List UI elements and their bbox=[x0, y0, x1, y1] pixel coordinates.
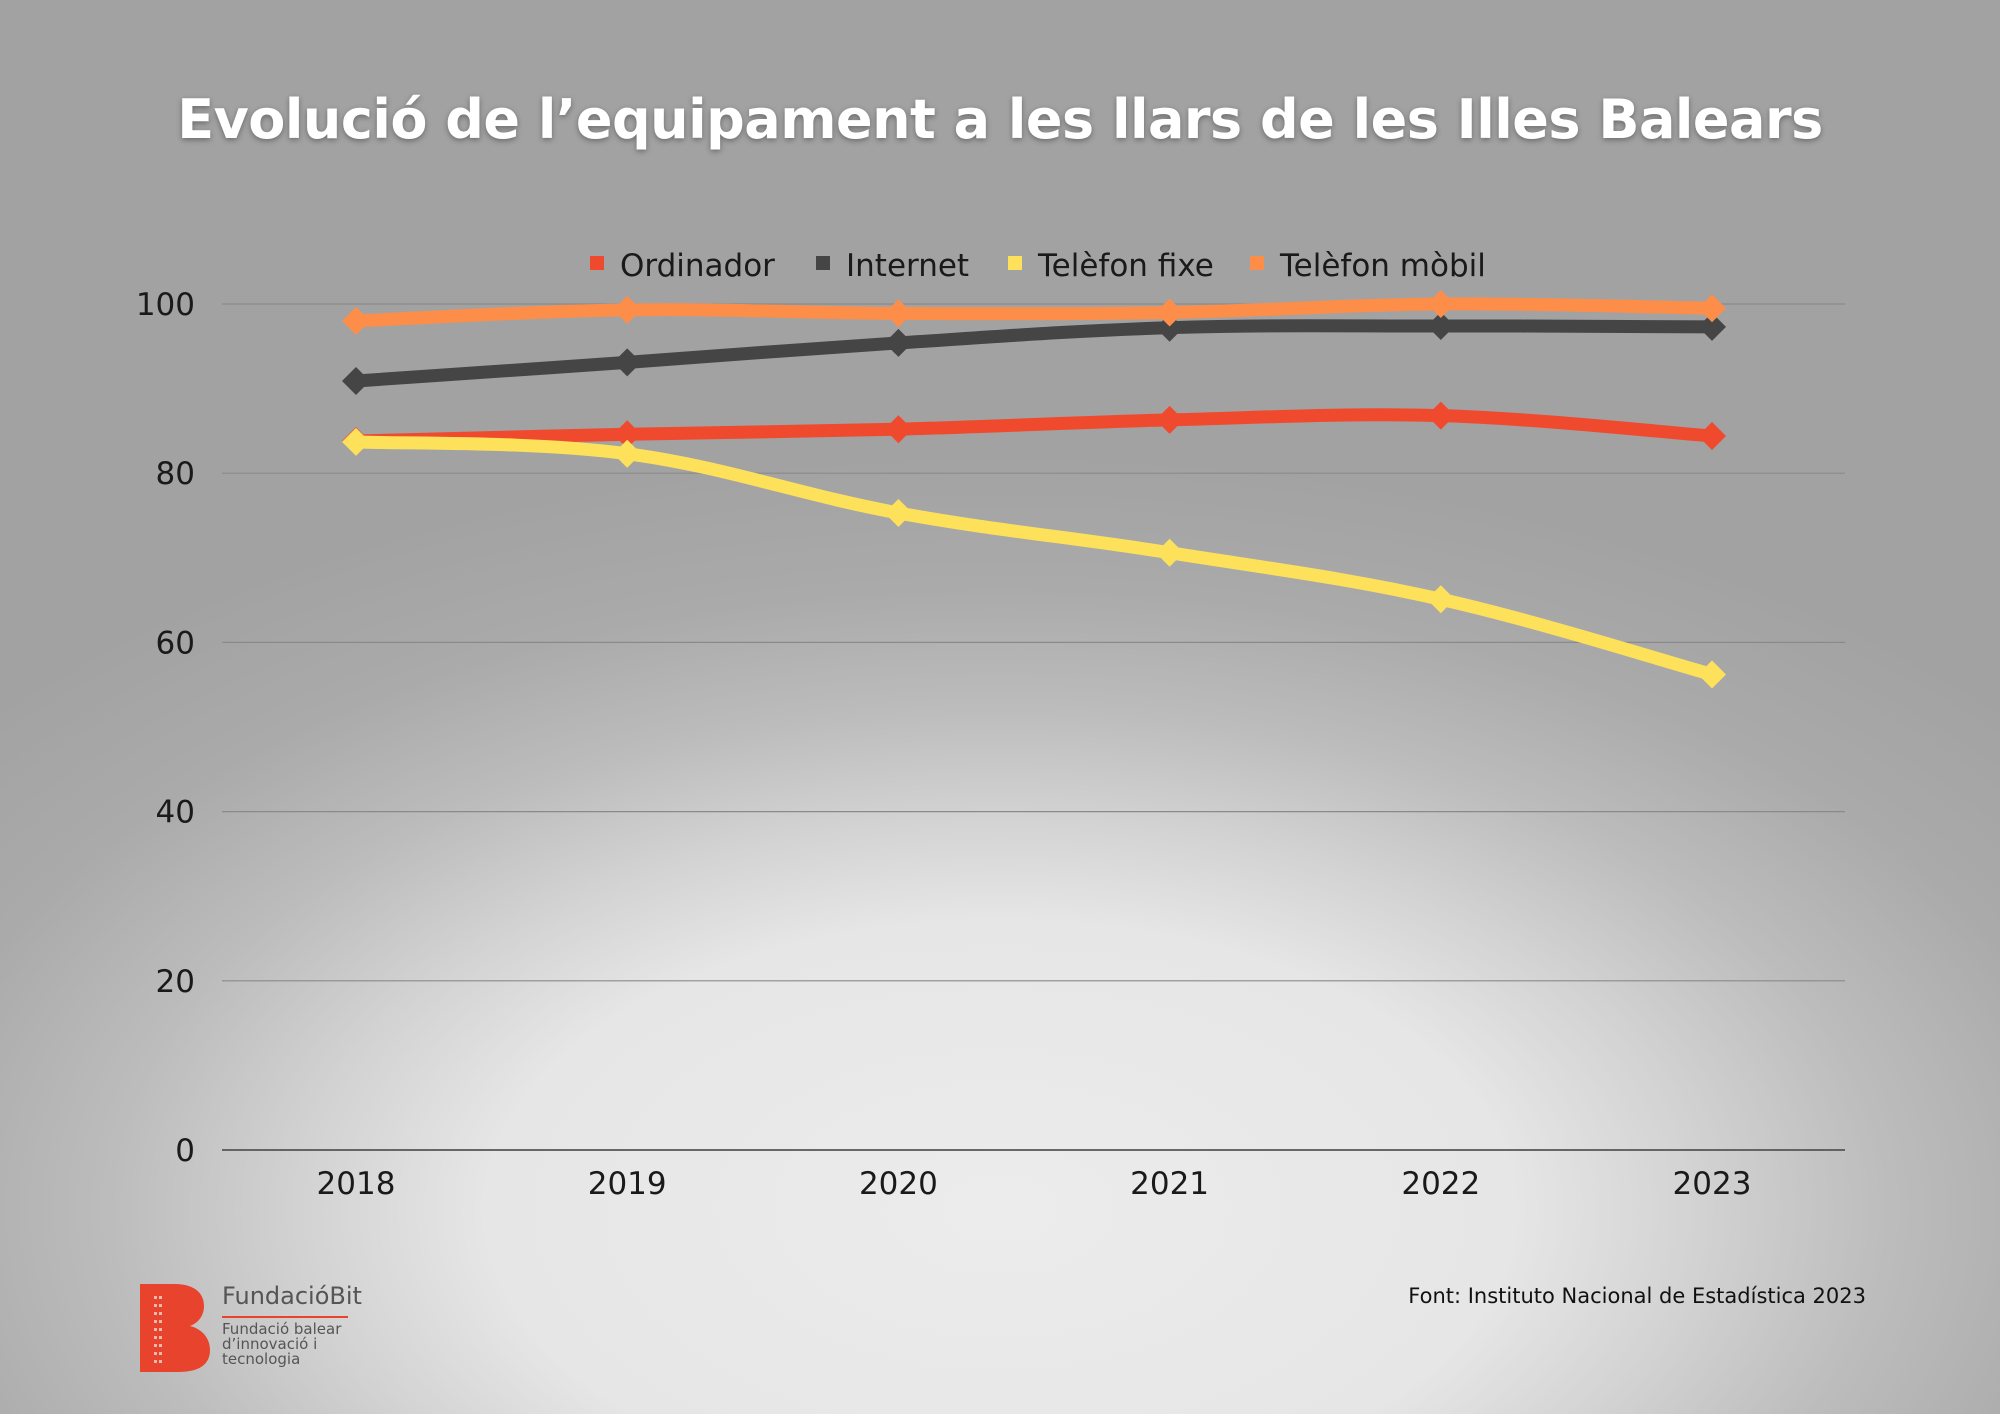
fundaciobit-logo: FundacióBit Fundació balear d’innovació … bbox=[140, 1282, 380, 1374]
data-point-marker bbox=[884, 498, 913, 527]
series-line bbox=[349, 408, 1719, 448]
x-tick-label: 2019 bbox=[588, 1166, 667, 1202]
x-tick-label: 2023 bbox=[1673, 1166, 1752, 1202]
y-tick-label: 20 bbox=[156, 964, 195, 1000]
series-line bbox=[349, 319, 1719, 388]
data-point-marker bbox=[342, 306, 370, 335]
legend-swatch bbox=[1250, 256, 1264, 270]
legend: Ordinador Internet Telèfon fixe Telèfon mòb… bbox=[590, 248, 1486, 284]
logo-subtitle: Fundació balear d’innovació i tecnologia bbox=[222, 1320, 342, 1368]
data-point-marker bbox=[1426, 585, 1455, 614]
data-point-marker bbox=[1698, 294, 1726, 323]
y-tick-label: 0 bbox=[175, 1133, 195, 1169]
data-point-marker bbox=[1426, 311, 1455, 340]
y-tick-label: 100 bbox=[136, 287, 195, 323]
x-tick-label: 2021 bbox=[1130, 1166, 1209, 1202]
data-point-marker bbox=[884, 415, 913, 444]
data-point-marker bbox=[1698, 312, 1726, 341]
data-point-marker bbox=[1155, 405, 1184, 434]
legend-label: Internet bbox=[846, 248, 969, 284]
data-point-marker bbox=[1155, 313, 1184, 342]
legend-swatch bbox=[590, 256, 604, 270]
x-tick-label: 2020 bbox=[859, 1166, 938, 1202]
series-3 bbox=[342, 290, 1726, 335]
series-1 bbox=[342, 311, 1726, 395]
legend-swatch bbox=[816, 256, 830, 270]
series-2 bbox=[342, 427, 1726, 689]
data-point-marker bbox=[884, 328, 913, 357]
legend-label: Ordinador bbox=[620, 248, 775, 284]
y-tick-label: 40 bbox=[156, 795, 195, 831]
data-point-marker bbox=[884, 299, 913, 328]
legend-swatch bbox=[1008, 256, 1022, 270]
x-tick-label: 2022 bbox=[1401, 1166, 1480, 1202]
data-point-marker bbox=[1426, 401, 1455, 430]
data-point-marker bbox=[342, 427, 370, 456]
data-point-marker bbox=[1155, 298, 1184, 327]
y-tick-label: 80 bbox=[156, 456, 195, 492]
x-tick-label: 2018 bbox=[317, 1166, 396, 1202]
source-note: Font: Instituto Nacional de Estadística … bbox=[1408, 1284, 1866, 1308]
data-point-marker bbox=[613, 420, 642, 449]
logo-name: FundacióBit bbox=[222, 1282, 362, 1310]
series-line bbox=[349, 435, 1719, 682]
data-point-marker bbox=[342, 366, 370, 395]
data-point-marker bbox=[613, 439, 642, 468]
logo-divider bbox=[222, 1316, 348, 1318]
data-point-marker bbox=[1155, 538, 1184, 567]
chart-title: Evolució de l’equipament a les llars de … bbox=[177, 88, 1823, 151]
axis-labels: 0 20 40 60 80 100 2018 2019 2020 2021 2022 2023 bbox=[136, 287, 1752, 1202]
data-point-marker bbox=[1698, 660, 1726, 689]
series-lines bbox=[342, 290, 1726, 689]
data-point-marker bbox=[613, 348, 642, 377]
legend-label: Telèfon mòbil bbox=[1279, 248, 1486, 284]
series-line bbox=[349, 297, 1719, 328]
y-tick-label: 60 bbox=[156, 625, 195, 661]
data-point-marker bbox=[613, 295, 642, 324]
data-point-marker bbox=[1426, 290, 1455, 318]
data-point-marker bbox=[1698, 421, 1726, 450]
legend-label: Telèfon fixe bbox=[1037, 248, 1214, 284]
logo-b-mark bbox=[140, 1284, 210, 1372]
